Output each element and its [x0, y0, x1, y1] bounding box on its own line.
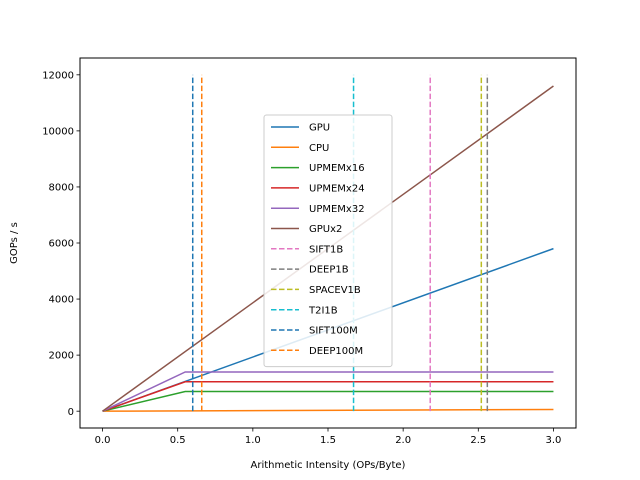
y-tick-label: 12000 — [42, 70, 74, 81]
y-axis-label: GOPs / s — [9, 222, 20, 264]
series-line-cpu — [102, 408, 554, 412]
x-tick-label: 3.0 — [546, 435, 562, 446]
legend-label-gpu: GPU — [309, 123, 330, 134]
legend-label-upmemx24: UPMEMx24 — [309, 184, 365, 195]
y-axis-ticks: 0 2000 4000 6000 8000 10000 12000 — [42, 70, 80, 418]
legend-label-upmemx32: UPMEMx32 — [309, 204, 365, 215]
legend-label-deep100m: DEEP100M — [309, 346, 363, 357]
y-tick-label: 10000 — [42, 126, 74, 137]
legend-box — [263, 114, 393, 368]
x-axis-label: Arithmetic Intensity (OPs/Byte) — [251, 460, 406, 471]
y-tick-label: 0 — [68, 407, 74, 418]
series-line-upmemx32 — [102, 371, 554, 412]
legend-label-sift1b: SIFT1B — [309, 244, 343, 255]
legend-label-gpux2: GPUx2 — [309, 224, 342, 235]
y-tick-label: 4000 — [49, 295, 74, 306]
y-tick-label: 6000 — [49, 239, 74, 250]
x-tick-label: 2.0 — [395, 435, 411, 446]
legend-label-sift100m: SIFT100M — [309, 326, 358, 337]
x-axis-ticks: 0.0 0.5 1.0 1.5 2.0 2.5 3.0 — [95, 428, 562, 446]
y-tick-label: 2000 — [49, 351, 74, 362]
legend-label-t2i1b: T2I1B — [308, 305, 338, 316]
legend-label-deep1b: DEEP1B — [309, 265, 349, 276]
x-tick-label: 1.0 — [245, 435, 261, 446]
x-tick-label: 0.5 — [170, 435, 186, 446]
legend-label-cpu: CPU — [309, 143, 329, 154]
y-tick-label: 8000 — [49, 183, 74, 194]
legend: GPU CPU UPMEMx16 UPMEMx24 UPMEMx32 GPUx2 SIFT1… — [263, 114, 393, 368]
x-tick-label: 2.5 — [470, 435, 486, 446]
legend-label-upmemx16: UPMEMx16 — [309, 163, 365, 174]
legend-label-spacev1b: SPACEV1B — [309, 285, 361, 296]
x-tick-label: 0.0 — [95, 435, 111, 446]
x-tick-label: 1.5 — [320, 435, 336, 446]
